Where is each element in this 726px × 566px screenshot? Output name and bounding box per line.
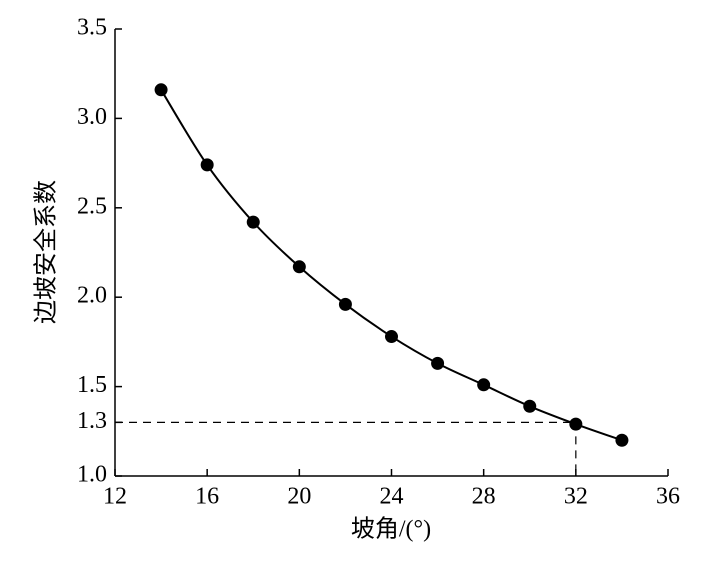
marker [523,399,537,413]
y-tick-label: 3.5 [77,15,107,41]
marker [292,260,306,274]
x-tick-label: 36 [656,484,680,510]
x-axis-label: 坡角/(°) [351,516,431,543]
marker [338,297,352,311]
y-axis-label: 边坡安全系数 [33,180,60,324]
marker [569,417,583,431]
y-tick-label: 1.0 [77,462,107,488]
y-tick-label: 2.0 [77,283,107,309]
y-tick-label: 1.3 [77,408,107,434]
marker [431,356,445,370]
marker [385,330,398,344]
marker [246,215,260,229]
y-tick-label: 3.0 [77,104,107,130]
x-tick-label: 20 [287,484,311,510]
x-tick-label: 12 [103,484,127,510]
x-tick-label: 24 [380,484,404,510]
marker [200,158,214,172]
x-tick-label: 16 [195,484,219,510]
x-tick-label: 28 [472,484,496,510]
y-tick-label: 1.5 [77,372,107,398]
y-tick-label: 2.5 [77,193,107,219]
marker [154,83,168,97]
line [160,89,623,442]
x-tick-label: 32 [564,484,588,510]
marker [477,378,491,392]
marker [615,433,629,447]
